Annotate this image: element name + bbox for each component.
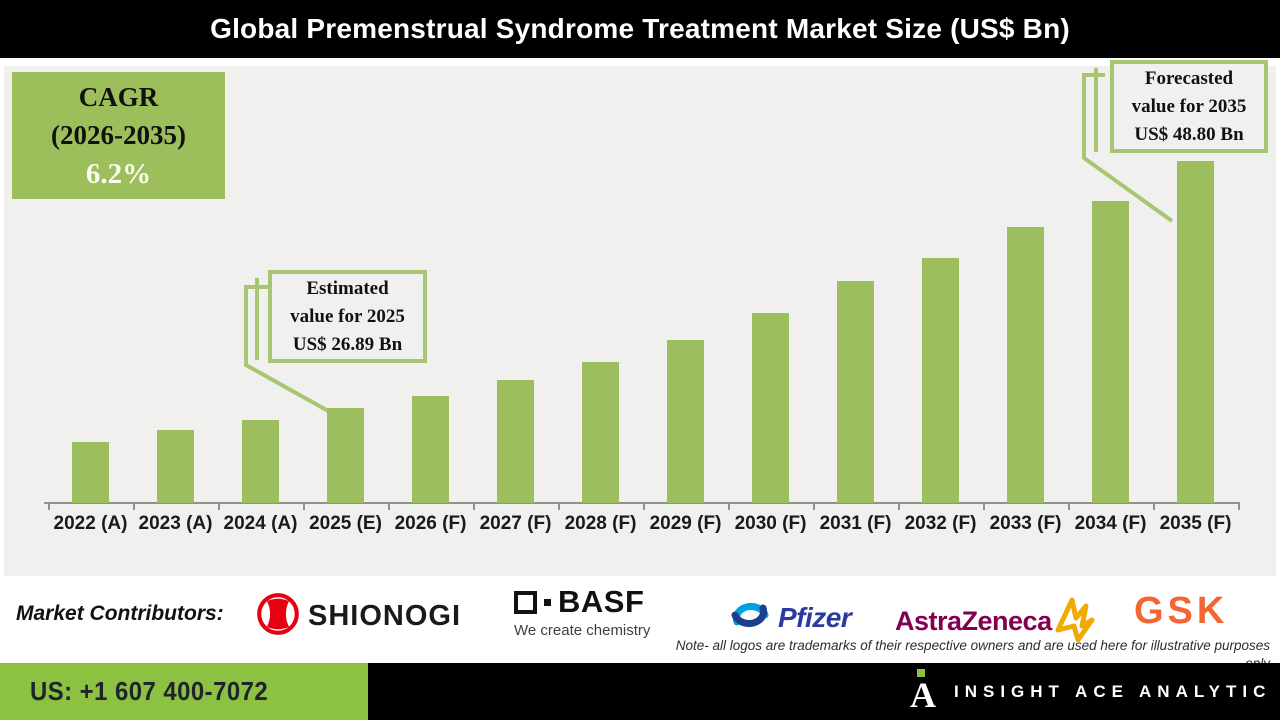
bar-2032f [922, 258, 959, 503]
shionogi-logo: SHIONOGI [256, 592, 461, 641]
x-axis-tick [983, 503, 985, 510]
x-axis-tick [1068, 503, 1070, 510]
x-axis-tick [133, 503, 135, 510]
forecasted-callout-line2: value for 2035 [1131, 95, 1247, 117]
page-title: Global Premenstrual Syndrome Treatment M… [210, 13, 1070, 44]
estimated-callout-line2: value for 2025 [290, 305, 405, 327]
shionogi-wordmark: SHIONOGI [308, 600, 462, 632]
bar-2034f [1092, 201, 1129, 503]
bar-2028f [582, 362, 619, 503]
cagr-label: CAGR [78, 81, 159, 112]
gsk-logo: GSK [1134, 590, 1228, 633]
basf-square-icon [514, 590, 537, 614]
x-axis-tick [643, 503, 645, 510]
estimated-value-callout: Estimated value for 2025 US$ 26.89 Bn [268, 270, 427, 363]
estimated-callout-line1: Estimated [306, 277, 389, 299]
trademark-note-line1: Note- all logos are trademarks of their … [675, 638, 1270, 653]
x-axis-tick [218, 503, 220, 510]
basf-logo: BASF We create chemistry [514, 584, 650, 639]
cagr-period: (2026-2035) [51, 119, 186, 150]
bar-2024a [242, 420, 279, 503]
forecasted-callout-value: US$ 48.80 Bn [1134, 123, 1244, 145]
x-axis-label-2029: 2029 (F) [649, 513, 722, 534]
x-axis-label-2033: 2033 (F) [989, 513, 1062, 534]
phone-box: US: +1 607 400-7072 [0, 663, 368, 720]
insight-ace-brand: A INSIGHT ACE ANALYTIC [908, 663, 1271, 720]
x-axis-label-2027: 2027 (F) [479, 513, 552, 534]
bar-2026f [412, 396, 449, 503]
bar-2023a [157, 430, 194, 503]
x-axis-label-2030: 2030 (F) [734, 513, 807, 534]
forecasted-value-callout: Forecasted value for 2035 US$ 48.80 Bn [1110, 60, 1268, 153]
x-axis-label-2032: 2032 (F) [904, 513, 977, 534]
astrazeneca-logo: AstraZeneca [895, 596, 1096, 647]
x-axis-label-2026: 2026 (F) [394, 513, 467, 534]
x-axis-label-2023: 2023 (A) [138, 513, 213, 534]
bar-2031f [837, 281, 874, 503]
pfizer-wordmark: Pfizer [778, 601, 852, 633]
x-axis-tick [898, 503, 900, 510]
insight-ace-green-square-icon [917, 668, 925, 677]
x-axis-tick [728, 503, 730, 510]
x-axis-tick [1238, 503, 1240, 510]
x-axis-tick [558, 503, 560, 510]
x-axis-tick [48, 503, 50, 510]
x-axis-tick [813, 503, 815, 510]
astrazeneca-wordmark: AstraZeneca [895, 606, 1052, 636]
bar-2033f [1007, 227, 1044, 503]
x-axis-label-2024: 2024 (A) [223, 513, 298, 534]
contributors-strip: Market Contributors: SHIONOGI BASF We cr… [0, 576, 1280, 663]
forecasted-callout-accent-bar [1094, 68, 1098, 152]
x-axis-label-2035: 2035 (F) [1159, 513, 1232, 534]
x-axis-label-2031: 2031 (F) [819, 513, 892, 534]
bar-2027f [497, 380, 534, 503]
pfizer-swirl-icon [726, 594, 774, 641]
basf-wordmark-row: BASF [514, 584, 644, 620]
insight-ace-a-glyph: A [910, 674, 936, 715]
title-bar: Global Premenstrual Syndrome Treatment M… [0, 0, 1280, 58]
pfizer-logo: Pfizer [726, 594, 852, 641]
cagr-value: 6.2% [85, 157, 152, 190]
market-contributors-label: Market Contributors: [16, 602, 224, 625]
footer-bar: US: +1 607 400-7072 A INSIGHT ACE ANALYT… [0, 663, 1280, 720]
phone-number: US: +1 607 400-7072 [30, 676, 269, 706]
basf-dot-icon [544, 598, 551, 606]
x-axis-tick [1153, 503, 1155, 510]
x-axis-label-2028: 2028 (F) [564, 513, 637, 534]
insight-ace-logo-icon: A [908, 668, 938, 715]
x-axis-label-2034: 2034 (F) [1074, 513, 1147, 534]
basf-wordmark: BASF [558, 584, 645, 619]
gsk-wordmark: GSK [1134, 590, 1229, 632]
x-axis-tick [473, 503, 475, 510]
x-axis-tick [388, 503, 390, 510]
x-axis-label-2022: 2022 (A) [53, 513, 128, 534]
chart-panel: CAGR (2026-2035) 6.2% Estimated value fo… [4, 60, 1276, 576]
astrazeneca-ribbon-icon [1054, 596, 1096, 647]
bar-2025e [327, 408, 364, 503]
bar-2029f [667, 340, 704, 503]
shionogi-emblem-icon [256, 592, 300, 641]
x-axis-label-2025: 2025 (E) [309, 513, 382, 534]
bar-2030f [752, 313, 789, 503]
bar-2022a [72, 442, 109, 503]
insight-ace-wordmark: INSIGHT ACE ANALYTIC [954, 681, 1272, 701]
estimated-callout-value: US$ 26.89 Bn [292, 333, 403, 355]
basf-tagline: We create chemistry [514, 622, 651, 639]
bar-2035f [1177, 161, 1214, 503]
estimated-callout-accent-bar [255, 278, 259, 360]
cagr-badge: CAGR (2026-2035) 6.2% [12, 72, 225, 199]
forecasted-callout-line1: Forecasted [1144, 67, 1234, 89]
x-axis-line [44, 502, 1240, 504]
x-axis-tick [303, 503, 305, 510]
